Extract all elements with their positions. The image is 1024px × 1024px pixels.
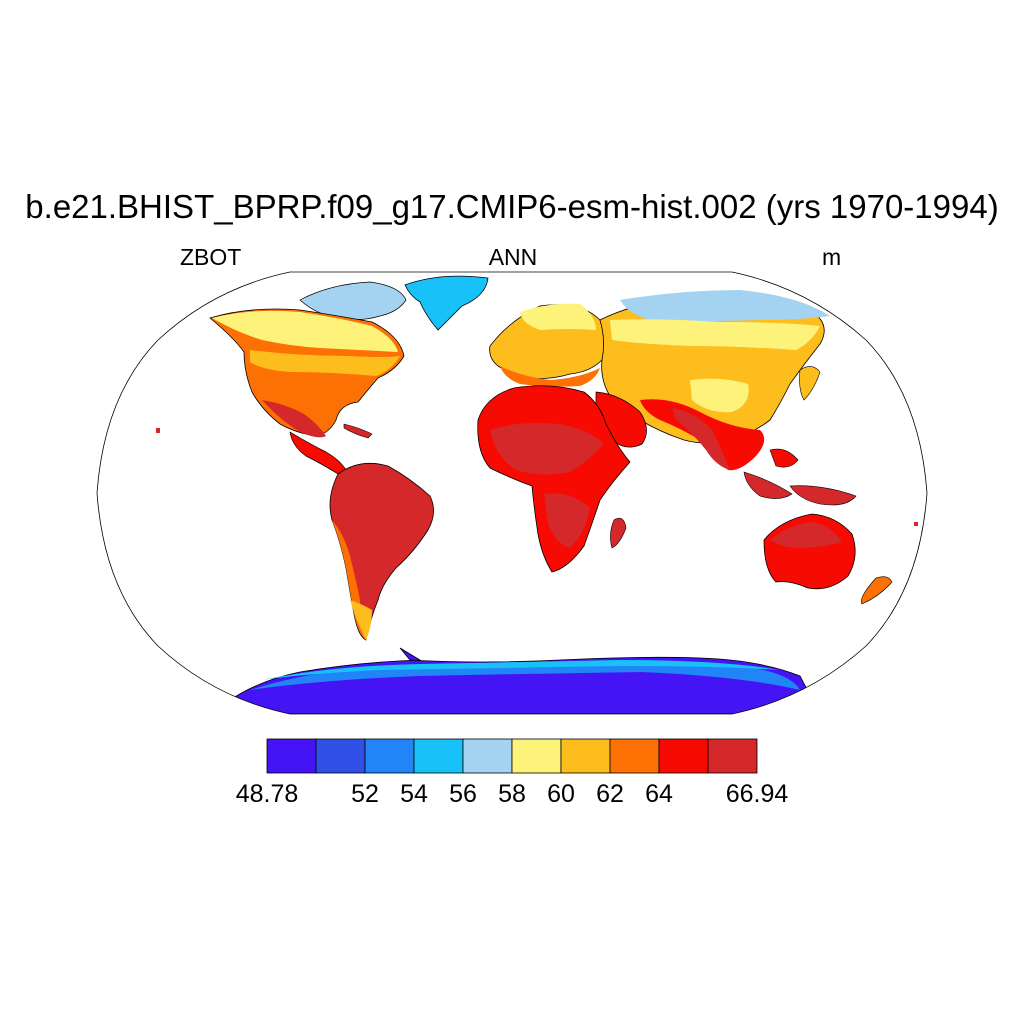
variable-label: ZBOT [180, 244, 242, 270]
colorbar-box [609, 738, 660, 774]
season-label: ANN [488, 244, 538, 270]
colorbar-box [315, 738, 366, 774]
colorbar-tick-label: 48.78 [235, 780, 299, 808]
land-fields [156, 275, 918, 714]
colorbar-tick-label: 52 [351, 780, 379, 808]
colorbar-box [364, 738, 415, 774]
colorbar-box [266, 738, 317, 774]
colorbar-tick-label: 66.94 [725, 780, 789, 808]
colorbar-box [511, 738, 562, 774]
colorbar-box [462, 738, 513, 774]
units-label: m [822, 244, 842, 270]
colorbar-box [560, 738, 611, 774]
greenland [404, 275, 489, 331]
colorbar-tick-label: 56 [449, 780, 477, 808]
colorbar-tick-label: 60 [547, 780, 575, 808]
plot-title: b.e21.BHIST_BPRP.f09_g17.CMIP6-esm-hist.… [25, 188, 999, 225]
colorbar-tick-label: 54 [400, 780, 428, 808]
colorbar-tick-label: 58 [498, 780, 526, 808]
map-border [96, 271, 928, 715]
colorbar-box [413, 738, 464, 774]
colorbar-box [707, 738, 758, 774]
colorbar-tick-label: 64 [645, 780, 673, 808]
colorbar-tick-label: 62 [596, 780, 624, 808]
colorbar-box [658, 738, 709, 774]
